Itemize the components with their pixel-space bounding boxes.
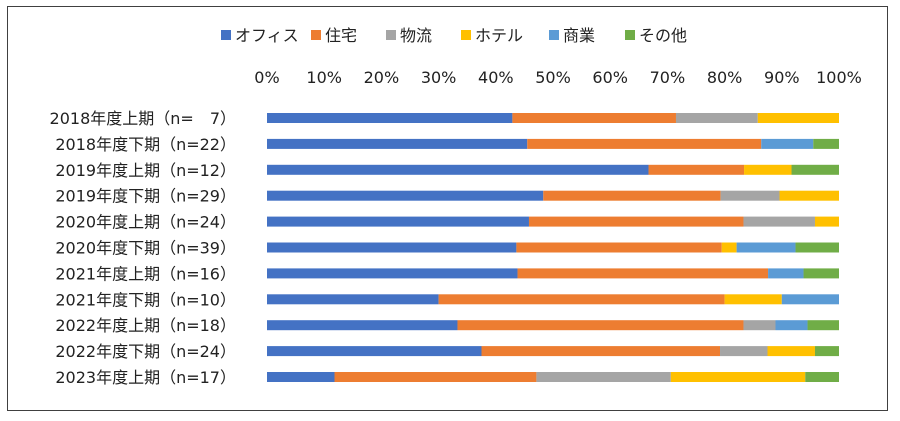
bar-segment-6-5 (803, 268, 839, 279)
category-label-10: 2023年度上期（n=17） (55, 368, 236, 387)
bar-segment-1-5 (813, 138, 839, 149)
bar-segment-1-4 (761, 138, 814, 149)
bars (267, 113, 839, 382)
legend-swatch-0 (221, 30, 231, 40)
x-tick-label-4: 40% (478, 68, 514, 87)
bar-segment-3-3 (779, 190, 839, 201)
legend-swatch-1 (311, 30, 321, 40)
x-tick-label-3: 30% (421, 68, 457, 87)
bar-segment-10-0 (267, 372, 335, 382)
bar-segment-10-2 (536, 372, 671, 382)
bar-segment-5-3 (721, 242, 737, 253)
bar-segment-9-0 (267, 346, 482, 357)
bar-segment-5-1 (516, 242, 722, 253)
bar-segment-5-5 (795, 242, 839, 253)
x-tick-label-6: 60% (592, 68, 628, 87)
category-label-9: 2022年度下期（n=24） (55, 342, 236, 361)
legend-label-1: 住宅 (325, 26, 357, 45)
bar-segment-4-1 (528, 216, 744, 227)
bar-segment-8-2 (743, 320, 776, 331)
x-tick-label-9: 90% (764, 68, 800, 87)
bar-segment-7-1 (438, 294, 725, 305)
x-tick-label-7: 70% (650, 68, 686, 87)
bar-segment-8-0 (267, 320, 458, 331)
bar-segment-2-1 (648, 164, 745, 175)
bar-segment-9-1 (481, 346, 721, 357)
bar-segment-9-3 (767, 346, 815, 357)
legend-swatch-4 (549, 30, 559, 40)
bar-segment-6-1 (517, 268, 769, 279)
category-label-1: 2018年度下期（n=22） (55, 135, 236, 154)
bar-segment-8-1 (457, 320, 744, 331)
legend-swatch-2 (386, 30, 396, 40)
x-tick-label-2: 20% (364, 68, 400, 87)
bar-segment-1-1 (527, 138, 762, 149)
bar-segment-8-4 (775, 320, 808, 331)
y-axis-category-labels: 2018年度上期（n= 7） 2018年度下期（n=22） 2019年度上期（n=1… (50, 109, 236, 387)
bar-segment-2-0 (267, 164, 649, 175)
x-axis-ticks: 0% 10% 20% 30% 40% 50% 60% 70% 80% 90% 100% (254, 68, 862, 87)
bar-segment-0-2 (675, 113, 758, 123)
bar-segment-1-0 (267, 138, 528, 149)
bar-segment-3-0 (267, 190, 544, 201)
bar-segment-10-3 (670, 372, 806, 382)
category-label-2: 2019年度上期（n=12） (55, 161, 236, 180)
legend-label-5: その他 (639, 26, 687, 45)
bar-segment-9-2 (720, 346, 768, 357)
bar-segment-0-0 (267, 113, 513, 123)
x-tick-label-10: 100% (816, 68, 862, 87)
bar-segment-8-5 (807, 320, 839, 331)
bar-segment-10-5 (805, 372, 839, 382)
bar-segment-9-5 (814, 346, 839, 357)
x-tick-label-0: 0% (254, 68, 279, 87)
x-tick-label-5: 50% (535, 68, 571, 87)
bar-segment-7-4 (781, 294, 839, 305)
category-label-0: 2018年度上期（n= 7） (50, 109, 236, 128)
bar-segment-5-0 (267, 242, 517, 253)
legend-label-4: 商業 (563, 26, 595, 45)
bar-segment-6-0 (267, 268, 518, 279)
bar-segment-10-1 (334, 372, 537, 382)
bar-segment-7-3 (724, 294, 782, 305)
chart-legend: オフィス 住宅 物流 ホテル 商業 その他 (221, 26, 687, 45)
bar-segment-4-3 (814, 216, 839, 227)
legend-label-2: 物流 (400, 26, 432, 45)
category-label-6: 2021年度上期（n=16） (55, 264, 236, 283)
bar-segment-4-2 (743, 216, 815, 227)
x-tick-label-8: 80% (707, 68, 743, 87)
bar-segment-3-2 (720, 190, 780, 201)
bar-segment-7-0 (267, 294, 439, 305)
bar-segment-3-1 (543, 190, 721, 201)
bar-segment-2-3 (744, 164, 792, 175)
bar-segment-2-5 (791, 164, 839, 175)
category-label-4: 2020年度上期（n=24） (55, 213, 236, 232)
bar-segment-4-0 (267, 216, 529, 227)
bar-segment-5-4 (736, 242, 796, 253)
category-label-5: 2020年度下期（n=39） (55, 239, 236, 258)
category-label-7: 2021年度下期（n=10） (55, 290, 236, 309)
legend-swatch-5 (625, 30, 635, 40)
legend-label-3: ホテル (475, 26, 523, 45)
legend-label-0: オフィス (235, 26, 299, 45)
bar-segment-0-3 (757, 113, 839, 123)
category-label-3: 2019年度下期（n=29） (55, 187, 236, 206)
chart-frame (7, 6, 888, 411)
x-tick-label-1: 10% (306, 68, 342, 87)
bar-segment-6-4 (768, 268, 804, 279)
bar-segment-0-1 (512, 113, 676, 123)
category-label-8: 2022年度上期（n=18） (55, 316, 236, 335)
legend-swatch-3 (461, 30, 471, 40)
